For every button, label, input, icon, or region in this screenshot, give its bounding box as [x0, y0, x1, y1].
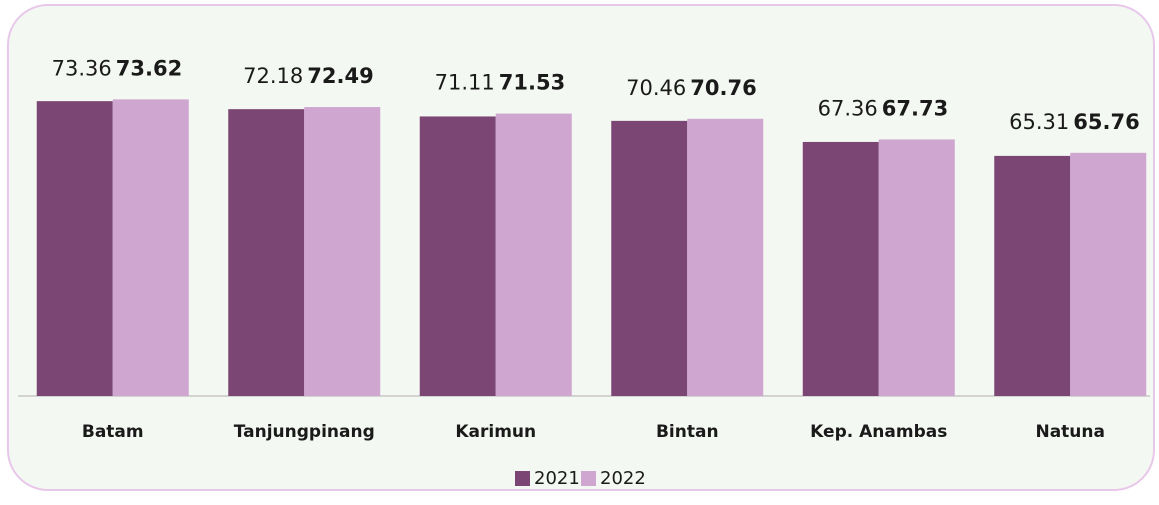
- value-label: 70.76: [690, 76, 756, 100]
- x-tick-label: Batam: [82, 422, 144, 442]
- value-label: 72.18: [243, 64, 303, 88]
- value-label: 65.76: [1073, 110, 1139, 134]
- bar: [687, 118, 764, 396]
- value-label: 65.31: [1009, 110, 1069, 134]
- value-label: 70.46: [626, 76, 686, 100]
- value-label: 72.49: [307, 64, 373, 88]
- bar: [611, 120, 688, 396]
- x-tick-label: Tanjungpinang: [234, 422, 375, 442]
- value-label: 67.36: [818, 96, 878, 120]
- value-label: 71.11: [435, 71, 495, 95]
- bar: [802, 141, 879, 396]
- bar: [36, 101, 113, 396]
- bar: [112, 99, 189, 396]
- value-label: 67.73: [882, 96, 948, 120]
- legend-label: 2021: [534, 468, 580, 489]
- bar: [1070, 152, 1147, 396]
- value-label: 73.36: [52, 56, 112, 80]
- bar: [228, 109, 305, 397]
- x-tick-label: Karimun: [455, 422, 536, 442]
- bar: [419, 116, 496, 397]
- bar: [994, 155, 1071, 396]
- x-tick-label: Kep. Anambas: [810, 422, 947, 442]
- x-tick-label: Bintan: [656, 422, 719, 442]
- legend-label: 2022: [600, 468, 646, 489]
- bar: [495, 113, 572, 396]
- legend-swatch: [581, 471, 596, 486]
- value-label: 73.62: [116, 56, 182, 80]
- legend-swatch: [515, 471, 530, 486]
- bar: [878, 139, 955, 396]
- value-label: 71.53: [499, 71, 565, 95]
- x-tick-label: Natuna: [1035, 422, 1105, 442]
- bar: [304, 107, 381, 397]
